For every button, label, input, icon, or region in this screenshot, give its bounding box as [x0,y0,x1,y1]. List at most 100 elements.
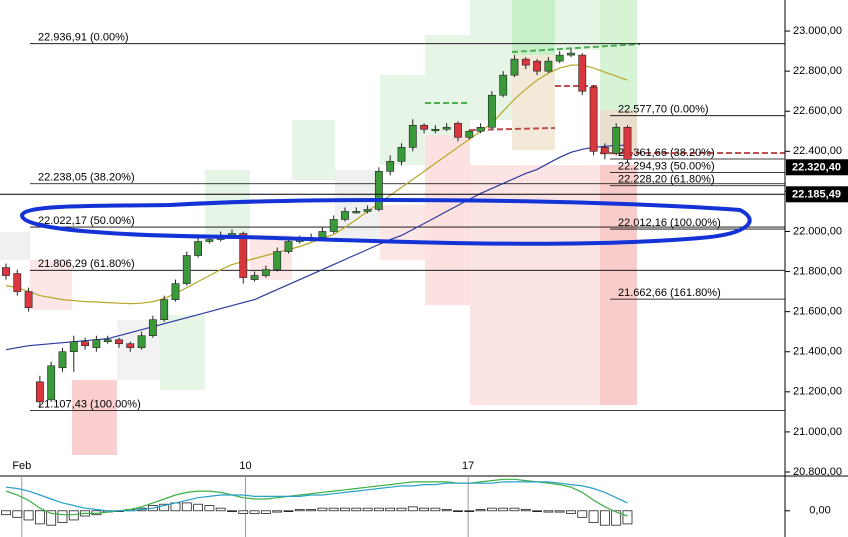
histogram-bar [532,510,543,512]
histogram-bar [554,510,565,513]
y-tick-label: 22.600,00 [793,105,842,117]
fib-level-label: 22.238,05 (38.20%) [38,172,135,184]
histogram-bar [486,507,497,512]
histogram-bar [464,510,475,512]
candle-body [341,211,349,220]
histogram-bar [566,510,576,514]
x-tick-label: 17 [462,460,474,472]
histogram-bar [294,509,305,512]
histogram-bar [159,503,170,512]
histogram-bar [340,507,350,512]
histogram-bar [328,507,339,512]
candle-body [58,351,67,369]
candle-body [148,319,157,337]
histogram-bar [520,509,531,512]
indicator-line [5,478,628,517]
candle-body [47,365,56,401]
candle-body [487,94,496,128]
candle-body [533,60,541,72]
candle-body [476,126,485,132]
y-tick-label: 23.000,00 [793,25,842,37]
histogram-bar [622,510,633,525]
histogram-bar [588,510,599,523]
histogram-bar [419,507,430,512]
histogram-bar [215,507,226,512]
histogram-bar [351,507,362,512]
histogram-bar [498,507,509,512]
price-tag [786,186,848,203]
histogram-bar [272,510,283,513]
histogram-bar [407,506,418,512]
histogram-bar [306,509,317,512]
x-tick-label: 10 [239,460,251,472]
fib-level-label: 22.228,20 (61.80%) [618,174,715,186]
candle-body [24,291,33,308]
histogram-bar [509,507,520,512]
histogram-bar [611,510,622,526]
candle-body [126,343,135,349]
candle-body [69,341,78,353]
fib-level-label: 22.294,93 (50.00%) [618,160,715,172]
candle-body [35,381,44,403]
histogram-bar [283,510,294,512]
candle-body [194,241,203,256]
fib-level-label: 22.012,16 (100.00%) [618,217,721,229]
candle-body [205,239,214,242]
candle-body [589,86,598,152]
histogram-bar [23,510,34,521]
candle-body [171,283,180,300]
candle-body [374,171,383,210]
histogram-bar [317,507,328,512]
y-tick-label: 21.600,00 [793,306,842,318]
candle-body [544,60,553,72]
y-tick-label: 22.400,00 [793,145,842,157]
candle-body [612,126,621,154]
y-tick-label: 22.800,00 [793,65,842,77]
price-tag-label: 22.320,40 [792,162,841,174]
candle-body [103,339,112,343]
candle-body [623,126,632,160]
candle-body [13,273,22,292]
histogram-bar [373,507,384,512]
histogram-bar [193,503,204,512]
hand-drawn-ellipse [20,197,752,246]
candle-body [578,54,587,92]
candle-body [431,128,440,132]
candle-body [239,233,248,278]
fib-level-label: 22.022,17 (50.00%) [38,215,135,227]
histogram-bar [34,510,45,525]
histogram-bar [249,510,260,514]
indicator-mask [786,477,848,537]
histogram-bar [238,510,249,514]
y2-tick-label: 0,00 [809,505,830,517]
histogram-bar [362,507,373,512]
histogram-bar [453,510,463,512]
candle-body [386,161,395,172]
histogram-bar [385,507,396,512]
candle-body [318,231,327,238]
histogram-bar [599,510,610,526]
candle-body [521,58,530,66]
histogram-bar [12,510,23,518]
candle-body [454,122,462,138]
fib-level-label: 21.806,29 (61.80%) [38,258,135,270]
moving-average [5,144,628,351]
candle-body [510,58,519,76]
fib-level-label: 22.936,91 (0.00%) [38,32,129,44]
candle-body [555,54,564,62]
histogram-bar [577,510,588,518]
candle-body [250,275,259,280]
histogram-bar [204,505,215,512]
candle-body [273,251,282,270]
candle-body [81,341,90,347]
candle-body [92,339,101,349]
candle-body [499,74,508,96]
histogram-bar [68,510,79,521]
plot-layer: 23.000,00 22.800,00 22.600,00 22.400,00 22.2… [0,25,848,537]
histogram-bar [396,507,407,512]
histogram-bar [260,510,271,514]
candle-body [352,211,361,214]
fib-level-label: 22.361,66 (38.20%) [618,147,715,159]
candle-body [115,339,123,345]
